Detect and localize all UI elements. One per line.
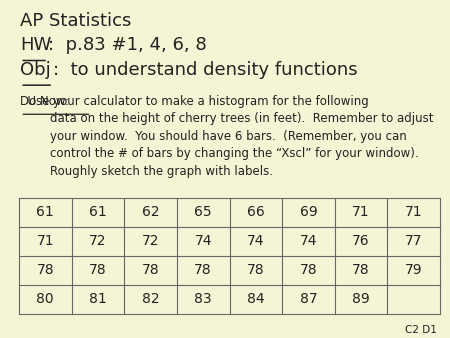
Text: 69: 69 <box>300 205 317 219</box>
Text: 74: 74 <box>300 234 317 248</box>
Text: 80: 80 <box>36 292 54 306</box>
Text: 79: 79 <box>405 263 423 277</box>
Text: AP Statistics: AP Statistics <box>20 12 131 30</box>
Text: 82: 82 <box>142 292 159 306</box>
Text: Use your calculator to make a histogram for the following
        data on the he: Use your calculator to make a histogram … <box>20 95 434 178</box>
Text: 76: 76 <box>352 234 370 248</box>
Text: 77: 77 <box>405 234 423 248</box>
Text: Obj: Obj <box>20 61 51 79</box>
Text: 87: 87 <box>300 292 317 306</box>
Text: 61: 61 <box>36 205 54 219</box>
Text: 78: 78 <box>247 263 265 277</box>
Text: Do Now:: Do Now: <box>20 95 69 107</box>
Text: 71: 71 <box>352 205 370 219</box>
Text: :  to understand density functions: : to understand density functions <box>53 61 358 79</box>
Text: 72: 72 <box>142 234 159 248</box>
Text: 74: 74 <box>247 234 265 248</box>
Text: 78: 78 <box>89 263 107 277</box>
Text: 78: 78 <box>194 263 212 277</box>
Text: HW: HW <box>20 36 51 54</box>
Text: :  p.83 #1, 4, 6, 8: : p.83 #1, 4, 6, 8 <box>48 36 207 54</box>
Text: C2 D1: C2 D1 <box>405 324 436 335</box>
Text: 78: 78 <box>36 263 54 277</box>
Text: 71: 71 <box>36 234 54 248</box>
Text: 78: 78 <box>300 263 317 277</box>
Text: 65: 65 <box>194 205 212 219</box>
Text: 78: 78 <box>142 263 159 277</box>
Text: 66: 66 <box>247 205 265 219</box>
Text: 62: 62 <box>142 205 159 219</box>
Text: 84: 84 <box>247 292 265 306</box>
Text: 81: 81 <box>89 292 107 306</box>
Text: 89: 89 <box>352 292 370 306</box>
Text: 83: 83 <box>194 292 212 306</box>
Text: 61: 61 <box>89 205 107 219</box>
Text: 74: 74 <box>194 234 212 248</box>
Text: 72: 72 <box>89 234 107 248</box>
Text: 78: 78 <box>352 263 370 277</box>
Text: 71: 71 <box>405 205 423 219</box>
